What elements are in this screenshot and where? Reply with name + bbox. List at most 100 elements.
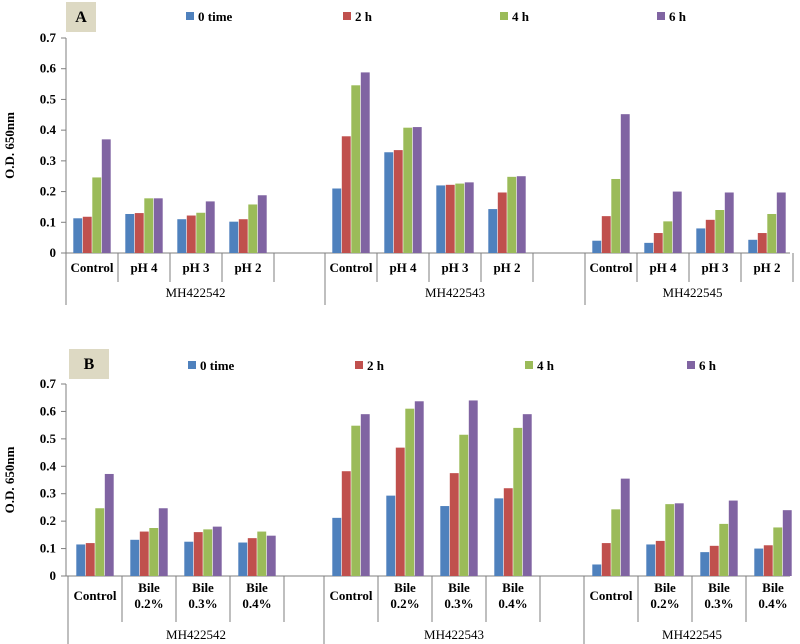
- bar-4-h: [196, 212, 206, 253]
- category-label: Bile: [762, 580, 784, 595]
- bar-2-h: [763, 545, 773, 576]
- bar-2-h: [705, 219, 715, 253]
- y-tick-label: 0.3: [40, 153, 57, 168]
- legend-label: 6 h: [669, 9, 687, 24]
- legend-swatch: [343, 12, 351, 20]
- category-label: 0.2%: [390, 596, 419, 611]
- bar-6-h: [620, 114, 630, 254]
- bar-4-h: [715, 210, 725, 253]
- y-tick-label: 0: [50, 245, 57, 260]
- category-label: pH 4: [389, 260, 417, 275]
- bar-2-h: [449, 473, 459, 576]
- bar-4-h: [663, 221, 673, 253]
- category-label: Control: [73, 588, 116, 603]
- bar-2-h: [85, 543, 95, 576]
- bar-4-h: [611, 509, 621, 576]
- bar-0-time: [488, 209, 498, 253]
- bar-4-h: [611, 178, 621, 253]
- bar-2-h: [341, 136, 351, 253]
- group-label: MH422542: [166, 285, 226, 300]
- category-label: 0.4%: [758, 596, 787, 611]
- bar-2-h: [193, 532, 203, 576]
- bar-0-time: [177, 219, 187, 253]
- bar-2-h: [709, 545, 719, 576]
- category-label: Control: [589, 588, 632, 603]
- category-label: 0.3%: [444, 596, 473, 611]
- bar-4-h: [665, 504, 675, 576]
- category-label: 0.4%: [242, 596, 271, 611]
- bar-0-time: [184, 541, 194, 576]
- legend-swatch: [188, 361, 196, 369]
- category-label: pH 3: [701, 260, 729, 275]
- y-tick-label: 0.6: [40, 61, 57, 76]
- category-label: pH 4: [649, 260, 677, 275]
- bar-6-h: [104, 473, 114, 576]
- y-tick-label: 0.4: [40, 122, 57, 137]
- bar-0-time: [229, 221, 239, 253]
- y-tick-label: 0.5: [40, 431, 57, 446]
- panel-label-box: B: [69, 349, 109, 379]
- bar-0-time: [644, 242, 654, 253]
- legend-label: 2 h: [367, 358, 385, 373]
- legend-swatch: [500, 12, 508, 20]
- legend-swatch: [657, 12, 665, 20]
- category-label: pH 2: [753, 260, 780, 275]
- category-label: Bile: [654, 580, 676, 595]
- bar-4-h: [351, 85, 361, 253]
- group-label: MH422545: [662, 627, 722, 642]
- category-label: 0.4%: [498, 596, 527, 611]
- bar-6-h: [212, 526, 222, 576]
- category-label: Control: [589, 260, 632, 275]
- bar-6-h: [360, 72, 370, 254]
- y-tick-label: 0.1: [40, 541, 56, 556]
- bar-6-h: [464, 182, 474, 253]
- category-label: pH 2: [493, 260, 520, 275]
- bar-4-h: [203, 529, 213, 576]
- bar-2-h: [186, 215, 196, 253]
- bar-2-h: [445, 184, 455, 253]
- bar-0-time: [386, 495, 396, 576]
- y-tick-label: 0.4: [40, 458, 57, 473]
- bar-6-h: [522, 414, 532, 576]
- bar-0-time: [440, 506, 450, 576]
- bar-0-time: [494, 498, 504, 576]
- bar-4-h: [405, 408, 415, 576]
- legend-label: 0 time: [198, 9, 233, 24]
- bar-6-h: [620, 478, 630, 576]
- bar-2-h: [139, 531, 149, 576]
- bar-4-h: [767, 213, 777, 253]
- bar-2-h: [757, 233, 767, 253]
- y-tick-label: 0.6: [40, 403, 57, 418]
- y-tick-label: 0.7: [40, 30, 57, 45]
- bar-4-h: [257, 531, 267, 576]
- bar-0-time: [646, 544, 656, 576]
- bar-4-h: [144, 198, 154, 253]
- bar-6-h: [782, 510, 792, 576]
- category-label: Bile: [502, 580, 524, 595]
- bar-2-h: [653, 233, 663, 253]
- category-label: Control: [70, 260, 113, 275]
- bar-6-h: [728, 500, 738, 576]
- bar-6-h: [724, 192, 734, 253]
- bar-0-time: [592, 564, 602, 576]
- bar-2-h: [238, 219, 248, 253]
- legend-swatch: [687, 361, 695, 369]
- bar-4-h: [513, 427, 523, 576]
- panel-label-background: [66, 2, 96, 32]
- bar-6-h: [776, 192, 786, 253]
- panel-label-background: [69, 349, 109, 379]
- category-label: pH 3: [182, 260, 210, 275]
- bar-6-h: [205, 201, 215, 253]
- panel-label-box: A: [66, 2, 96, 32]
- legend-label: 4 h: [537, 358, 555, 373]
- bar-2-h: [247, 538, 257, 576]
- group-label: MH422543: [424, 627, 484, 642]
- bar-0-time: [592, 240, 602, 253]
- bar-6-h: [468, 400, 478, 576]
- bar-0-time: [748, 239, 758, 253]
- legend-label: 4 h: [512, 9, 530, 24]
- bar-0-time: [125, 213, 135, 253]
- legend-label: 6 h: [699, 358, 717, 373]
- bar-4-h: [459, 434, 469, 576]
- bar-0-time: [700, 552, 710, 576]
